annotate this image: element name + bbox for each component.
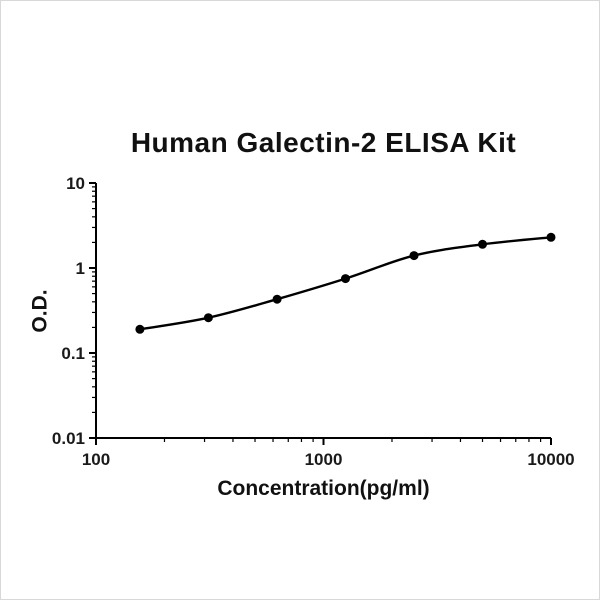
x-tick-label: 10000 — [527, 450, 574, 469]
data-point — [409, 251, 419, 261]
data-point — [478, 239, 487, 249]
data-point — [341, 274, 350, 284]
y-tick-label: 0.1 — [61, 344, 85, 363]
x-axis-label: Concentration(pg/ml) — [217, 477, 430, 500]
y-tick-label: 1 — [76, 259, 85, 278]
y-tick-label: 0.01 — [52, 429, 85, 448]
data-point — [203, 313, 213, 323]
chart-title: Human Galectin-2 ELISA Kit — [130, 127, 517, 158]
x-tick-label: 1000 — [305, 450, 343, 469]
standard-curve-line — [138, 236, 553, 331]
data-point — [135, 324, 145, 334]
data-point — [546, 232, 556, 242]
x-tick-label: 100 — [82, 450, 110, 469]
y-tick-label: 10 — [66, 174, 85, 193]
data-point — [272, 294, 282, 304]
